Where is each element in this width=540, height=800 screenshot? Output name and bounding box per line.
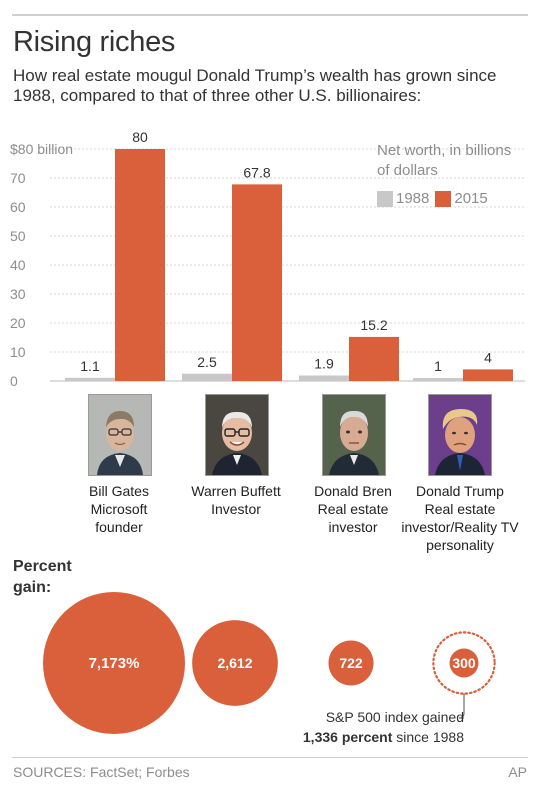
person-name: Donald Trump bbox=[416, 483, 504, 499]
percent-bubble bbox=[449, 648, 479, 678]
data-label: 2.5 bbox=[197, 354, 217, 370]
bar-1988 bbox=[65, 377, 115, 381]
bar-2015 bbox=[463, 369, 513, 381]
y-tick-label: 10 bbox=[10, 344, 26, 360]
chart-title: Rising riches bbox=[13, 26, 176, 58]
sp500-note-line2: 1,336 percent since 1988 bbox=[200, 727, 464, 747]
person-label-warren-buffett: Warren Buffett Investor bbox=[174, 482, 298, 518]
sp500-note-rest: since 1988 bbox=[392, 729, 464, 745]
top-rule bbox=[12, 14, 528, 16]
y-tick-label: $80 billion bbox=[10, 141, 73, 157]
sp500-note-bold: 1,336 percent bbox=[302, 729, 393, 745]
person-role-line: Microsoft bbox=[90, 501, 148, 517]
person-name: Donald Bren bbox=[314, 483, 392, 499]
bar-1988 bbox=[182, 373, 232, 381]
data-label: 1.1 bbox=[80, 358, 100, 374]
data-label: 15.2 bbox=[360, 317, 387, 333]
percent-bubble-label: 300 bbox=[452, 655, 476, 671]
percent-gain-label: Percent gain: bbox=[13, 558, 72, 596]
bar-2015 bbox=[232, 184, 282, 381]
warren-buffett-photo bbox=[205, 394, 269, 476]
y-tick-label: 70 bbox=[10, 170, 26, 186]
y-tick-label: 0 bbox=[10, 373, 18, 389]
percent-bubble-label: 7,173% bbox=[89, 655, 140, 672]
person-label-donald-trump: Donald Trump Real estate investor/Realit… bbox=[398, 482, 522, 554]
data-label: 1 bbox=[434, 358, 442, 374]
person-role-line: founder bbox=[95, 519, 143, 535]
legend-item-1988: 1988 bbox=[377, 190, 429, 207]
sp500-reference-ring bbox=[432, 631, 496, 695]
legend-item-2015: 2015 bbox=[435, 190, 488, 207]
person-name: Warren Buffett bbox=[191, 483, 281, 499]
y-tick-label: 30 bbox=[10, 286, 26, 302]
donald-trump-photo bbox=[428, 394, 492, 476]
data-label: 67.8 bbox=[243, 164, 270, 180]
percent-bubble-label: 722 bbox=[339, 655, 363, 671]
sp500-note-line1: S&P 500 index gained bbox=[325, 709, 464, 725]
legend: 1988 2015 bbox=[377, 190, 494, 207]
percent-bubble-label: 2,612 bbox=[217, 655, 252, 671]
person-name: Bill Gates bbox=[89, 483, 149, 499]
y-tick-label: 50 bbox=[10, 228, 26, 244]
sp500-note: S&P 500 index gained 1,336 percent since… bbox=[200, 707, 464, 747]
legend-label-2015: 2015 bbox=[454, 190, 488, 207]
bar-2015 bbox=[349, 336, 399, 381]
person-role-line: Real estate bbox=[424, 501, 496, 517]
y-tick-label: 40 bbox=[10, 257, 26, 273]
percent-bubble bbox=[192, 620, 278, 706]
donald-bren-photo bbox=[322, 394, 386, 476]
percent-bubble bbox=[43, 592, 185, 734]
sources: SOURCES: FactSet; Forbes bbox=[13, 764, 190, 780]
bar-chart: 0 10 20 30 40 50 60 70 $80 billion 1.1 80 2.5 67.8 1.… bbox=[10, 129, 525, 389]
person-role-line: Real estate bbox=[317, 501, 389, 517]
percent-gain-bubbles: 7,173% 2,612 722 300 bbox=[43, 592, 496, 734]
person-label-bill-gates: Bill Gates Microsoft founder bbox=[57, 482, 181, 536]
person-label-donald-bren: Donald Bren Real estate investor bbox=[291, 482, 415, 536]
chart-subtitle: How real estate mougul Donald Trump’s we… bbox=[13, 66, 497, 105]
legend-title: Net worth, in billions of dollars bbox=[377, 142, 512, 179]
person-role-line: Investor bbox=[211, 501, 261, 517]
bill-gates-photo bbox=[88, 394, 152, 476]
sp500-connector-line bbox=[458, 693, 465, 719]
credit: AP bbox=[508, 764, 527, 780]
percent-bubble bbox=[328, 640, 374, 686]
bottom-rule bbox=[12, 757, 528, 758]
legend-swatch-2015 bbox=[435, 190, 452, 207]
data-label: 80 bbox=[132, 129, 148, 145]
y-tick-label: 20 bbox=[10, 315, 26, 331]
data-label: 1.9 bbox=[314, 355, 334, 371]
legend-label-1988: 1988 bbox=[396, 190, 430, 207]
legend-swatch-1988 bbox=[377, 190, 393, 207]
bar-1988 bbox=[413, 378, 463, 381]
person-role-line: investor bbox=[328, 519, 378, 535]
y-tick-label: 60 bbox=[10, 199, 26, 215]
bar-1988 bbox=[299, 375, 349, 381]
data-label: 4 bbox=[484, 349, 492, 365]
bar-2015 bbox=[115, 149, 165, 381]
person-role-line: personality bbox=[426, 537, 494, 553]
person-role-line: investor/Reality TV bbox=[401, 519, 519, 535]
